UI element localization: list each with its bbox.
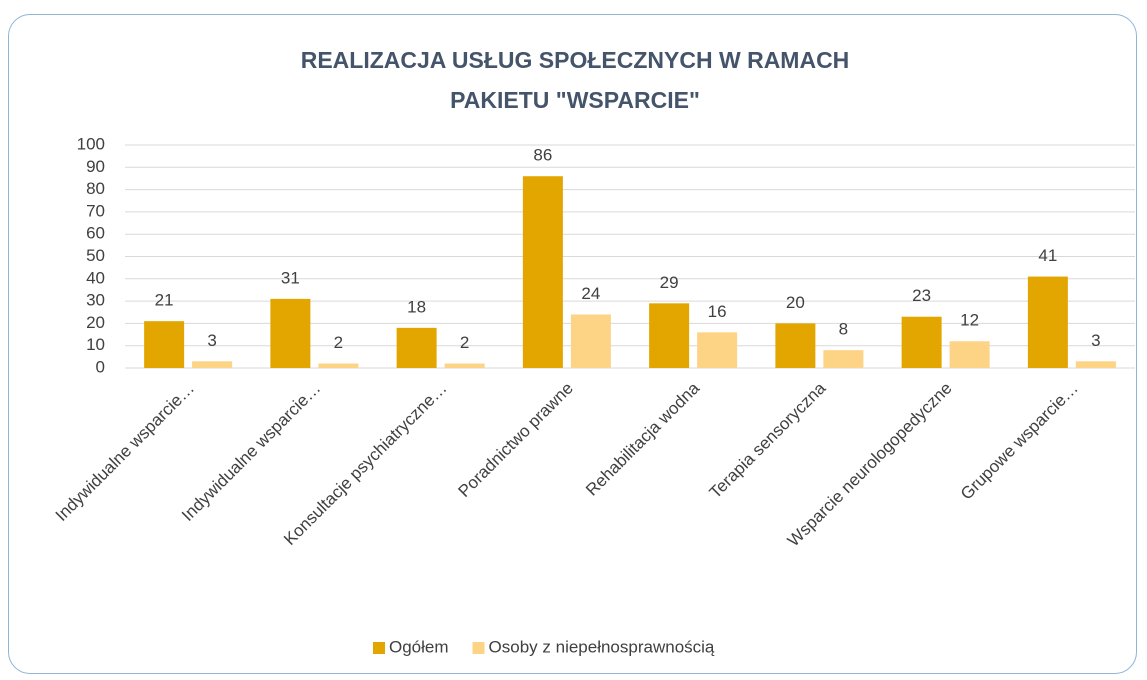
legend-swatch [472,642,485,654]
data-label: 16 [708,302,727,321]
y-tick-label: 0 [96,357,105,376]
y-tick-label: 60 [86,224,105,243]
data-label: 2 [334,333,343,352]
bar [396,327,437,368]
x-tick-label: Indywidualne wsparcie… [178,379,324,525]
data-label: 12 [960,311,979,330]
data-label: 21 [155,291,174,310]
data-label: 23 [912,286,931,305]
data-label: 3 [207,331,216,350]
legend-swatch [373,642,385,654]
data-label: 41 [1038,246,1057,265]
bar [697,332,738,368]
data-label: 29 [660,273,679,292]
data-label: 31 [281,268,300,287]
y-tick-label: 80 [86,179,105,198]
bar [949,341,990,368]
y-tick-label: 20 [86,313,105,332]
legend-label: Osoby z niepełnosprawnością [489,637,715,656]
x-tick-label: Grupowe wsparcie… [957,379,1082,504]
bar [444,363,485,368]
legend-label: Ogółem [389,637,449,656]
data-label: 3 [1091,331,1100,350]
bar [522,176,563,368]
y-tick-label: 70 [86,201,105,220]
bar [144,321,185,368]
bar [649,303,690,368]
chart-frame [8,14,1137,674]
data-label: 20 [786,293,805,312]
data-label: 24 [581,284,600,303]
y-tick-label: 50 [86,246,105,265]
y-tick-label: 90 [86,157,105,176]
y-tick-label: 40 [86,268,105,287]
data-label: 2 [460,333,469,352]
bar [1027,276,1068,368]
x-tick-label: Terapia sensoryczna [706,378,830,502]
data-label: 8 [839,320,848,339]
bar [1075,361,1116,368]
bar [318,363,359,368]
bar [270,298,311,368]
bar [823,350,864,368]
y-tick-label: 10 [86,335,105,354]
bar [192,361,233,368]
x-tick-label: Poradnictwo prawne [455,379,577,501]
bar [570,314,611,368]
data-label: 86 [533,146,552,165]
bar [901,316,942,368]
y-tick-label: 100 [77,134,105,153]
y-tick-label: 30 [86,291,105,310]
x-tick-label: Rehabilitacja wodna [582,378,703,499]
x-tick-label: Indywidualne wsparcie… [52,379,198,525]
bar [775,323,816,368]
chart-title: REALIZACJA USŁUG SPOŁECZNYCH W RAMACH PA… [300,47,850,113]
data-label: 18 [407,297,426,316]
